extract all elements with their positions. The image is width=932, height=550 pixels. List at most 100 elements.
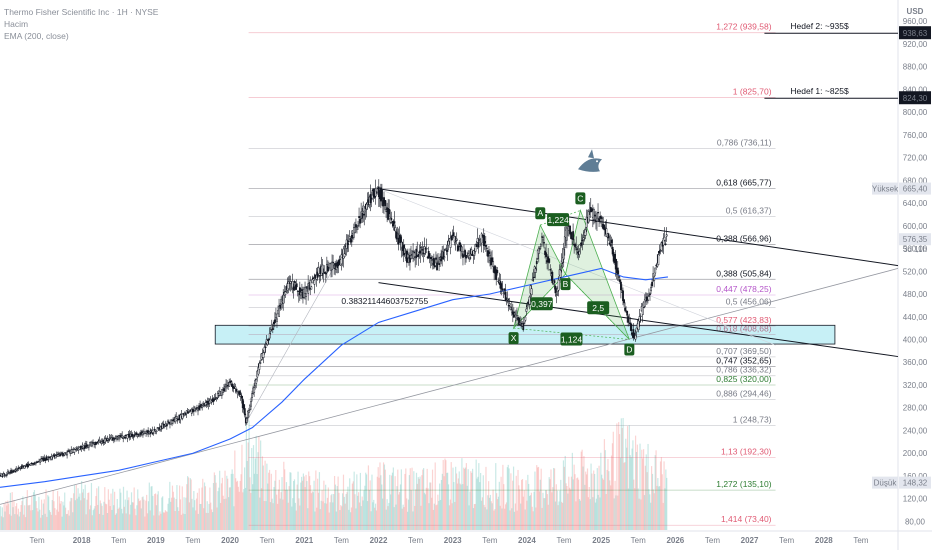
volume-bar [162, 512, 165, 530]
volume-bar [227, 497, 230, 530]
volume-bar [128, 497, 130, 530]
candle-body [232, 385, 235, 389]
volume-bar [315, 470, 317, 530]
candle-body [54, 455, 57, 459]
volume-bar [439, 483, 441, 530]
volume-bar [415, 489, 417, 530]
volume-bar [194, 500, 196, 530]
candle-body [354, 227, 356, 234]
volume-bar [376, 476, 378, 530]
candle-body [648, 295, 650, 297]
volume-bar [657, 478, 659, 530]
volume-bar [142, 496, 144, 530]
y-tick-label: 400,00 [903, 336, 928, 345]
volume-bar [643, 495, 646, 530]
candle-body [291, 280, 294, 289]
volume-bar [572, 479, 574, 530]
candle-body [284, 291, 287, 295]
volume-bar [91, 515, 93, 530]
volume-bar [632, 440, 634, 530]
harmonic-point-b: B [560, 278, 571, 291]
volume-bar [550, 469, 552, 530]
volume-bar [556, 490, 558, 530]
volume-bar [522, 496, 524, 530]
candle-body [525, 308, 528, 312]
volume-bar [127, 500, 129, 530]
volume-bar [340, 505, 342, 530]
volume-bar [398, 492, 401, 530]
volume-bar [523, 490, 525, 530]
volume-bar [386, 499, 388, 530]
volume-bar [191, 498, 193, 530]
candle-body [285, 291, 288, 293]
candle-body [79, 446, 82, 448]
volume-bar [656, 485, 658, 530]
volume-bar [294, 502, 296, 530]
volume-bar [496, 499, 499, 530]
candle-body [195, 408, 197, 410]
volume-bar [32, 492, 35, 530]
volume-bar [488, 481, 490, 530]
fib-level-label: 0,786 (736,11) [717, 137, 772, 147]
volume-bar [100, 503, 102, 530]
volume-bar [608, 471, 610, 530]
harmonic-ratio-badge [560, 332, 583, 346]
volume-bar [154, 493, 157, 530]
candle-body [526, 305, 529, 307]
volume-bar [334, 484, 337, 530]
candle-body [46, 456, 49, 458]
fib-level-label: 0,388 (566,96) [716, 234, 771, 244]
volume-bar [23, 514, 25, 530]
candle-body [327, 265, 329, 272]
candle-body [437, 260, 439, 263]
candle-body [155, 430, 158, 433]
candle-body [343, 253, 346, 257]
volume-bar [500, 476, 502, 530]
candle-body [587, 211, 590, 223]
volume-bar [325, 503, 328, 530]
volume-bar [56, 509, 58, 530]
volume-bar [437, 494, 439, 530]
target-tag-bg [899, 26, 931, 40]
volume-bar [47, 495, 49, 530]
volume-bar [337, 476, 339, 530]
x-tick-label: 2018 [73, 536, 91, 545]
candle-body [305, 293, 308, 298]
candle-body [32, 462, 35, 465]
volume-bar [319, 509, 321, 530]
volume-bar [374, 503, 377, 530]
candle-body [555, 294, 558, 296]
fib-level-label: 0,886 (294,46) [716, 389, 771, 399]
volume-bar [290, 472, 292, 530]
volume-bar [484, 507, 486, 530]
volume-bar [324, 503, 326, 530]
volume-bar [585, 471, 587, 530]
candle-body [419, 250, 422, 254]
volume-bar [244, 487, 247, 530]
volume-bar [482, 475, 484, 530]
volume-bar [118, 507, 120, 530]
volume-bar [172, 491, 174, 530]
volume-bar [97, 486, 100, 530]
volume-bar [659, 486, 661, 530]
candle-body [473, 253, 476, 256]
candle-body [222, 389, 224, 393]
volume-bar [626, 426, 629, 530]
volume-bar [456, 483, 459, 530]
volume-bar [58, 496, 60, 530]
volume-bar [610, 455, 613, 530]
volume-bar [50, 514, 52, 530]
bar-countdown: 3d 11h [903, 245, 927, 254]
candle-body [24, 465, 27, 467]
volume-bar [284, 489, 287, 530]
volume-bar [13, 499, 15, 530]
candle-body [506, 298, 509, 301]
volume-bar [209, 487, 211, 530]
candle-body [417, 253, 420, 257]
volume-bar [577, 479, 580, 530]
volume-bar [602, 479, 605, 530]
volume-bar [280, 492, 282, 530]
volume-bar [82, 489, 85, 530]
